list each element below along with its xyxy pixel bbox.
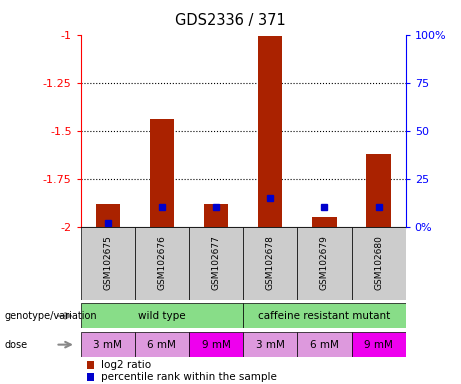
Text: genotype/variation: genotype/variation bbox=[5, 311, 97, 321]
Bar bbox=[81, 227, 135, 300]
Bar bbox=[81, 303, 243, 328]
Bar bbox=[352, 227, 406, 300]
Bar bbox=[87, 361, 94, 369]
Bar bbox=[352, 332, 406, 357]
Bar bbox=[135, 332, 189, 357]
Bar bbox=[87, 372, 94, 381]
Bar bbox=[135, 227, 189, 300]
Text: percentile rank within the sample: percentile rank within the sample bbox=[100, 372, 277, 382]
Bar bbox=[243, 227, 297, 300]
Bar bbox=[204, 204, 228, 227]
Text: 6 mM: 6 mM bbox=[148, 339, 177, 350]
Text: GSM102680: GSM102680 bbox=[374, 236, 383, 290]
Bar bbox=[95, 204, 120, 227]
Text: GSM102678: GSM102678 bbox=[266, 236, 275, 290]
Text: GDS2336 / 371: GDS2336 / 371 bbox=[175, 13, 286, 28]
Text: 3 mM: 3 mM bbox=[93, 339, 122, 350]
Bar bbox=[189, 227, 243, 300]
Bar bbox=[258, 36, 283, 227]
Text: dose: dose bbox=[5, 339, 28, 350]
Text: GSM102675: GSM102675 bbox=[103, 236, 112, 290]
Bar bbox=[366, 154, 391, 227]
Bar bbox=[243, 332, 297, 357]
Text: 9 mM: 9 mM bbox=[364, 339, 393, 350]
Text: 9 mM: 9 mM bbox=[201, 339, 230, 350]
Text: wild type: wild type bbox=[138, 311, 186, 321]
Text: 3 mM: 3 mM bbox=[256, 339, 285, 350]
Text: GSM102677: GSM102677 bbox=[212, 236, 221, 290]
Text: log2 ratio: log2 ratio bbox=[100, 360, 151, 370]
Bar bbox=[243, 303, 406, 328]
Text: caffeine resistant mutant: caffeine resistant mutant bbox=[258, 311, 390, 321]
Text: GSM102679: GSM102679 bbox=[320, 236, 329, 290]
Bar bbox=[297, 227, 352, 300]
Text: 6 mM: 6 mM bbox=[310, 339, 339, 350]
Bar bbox=[189, 332, 243, 357]
Bar bbox=[150, 119, 174, 227]
Bar bbox=[297, 332, 352, 357]
Bar bbox=[312, 217, 337, 227]
Text: GSM102676: GSM102676 bbox=[157, 236, 166, 290]
Bar bbox=[81, 332, 135, 357]
